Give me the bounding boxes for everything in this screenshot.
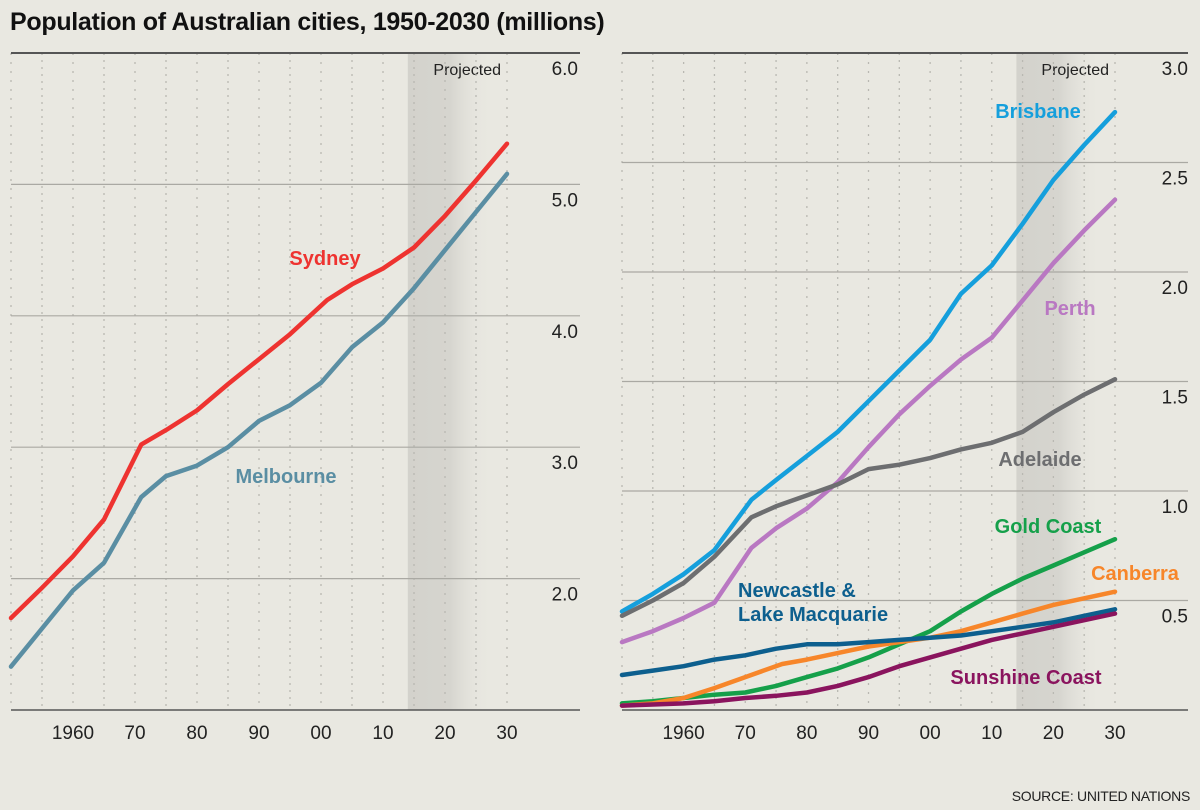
series-label-line: Gold Coast — [995, 516, 1102, 538]
series-line-canberra — [619, 589, 1118, 708]
series-line-perth — [619, 197, 1118, 645]
series-line-melbourne — [8, 171, 510, 669]
series-label-line: Sunshine Coast — [950, 667, 1101, 689]
series-line-sunshine-coast — [619, 611, 1118, 708]
series-label-gold-coast: Gold Coast — [995, 516, 1102, 538]
series-label-brisbane: Brisbane — [995, 101, 1081, 123]
y-tick-label: 4.0 — [552, 322, 578, 343]
y-tick-label: 1.0 — [1162, 497, 1188, 518]
series-line-gold-coast — [619, 536, 1118, 706]
x-tick-label: 20 — [434, 723, 455, 744]
projected-label: Projected — [1041, 62, 1109, 79]
y-tick-label: 3.0 — [552, 453, 578, 474]
series-label-line: Canberra — [1091, 563, 1180, 585]
chart-panel-2: Projected 0.5 1.0 1.5 2.0 2.5 3.0 1960 70 80 90 00 1… — [619, 52, 1188, 744]
series-line-adelaide — [619, 377, 1118, 619]
x-tick-label: 00 — [310, 723, 331, 744]
x-tick-label: 30 — [1104, 723, 1125, 744]
series-line-sydney — [8, 141, 510, 621]
series-label-sydney: Sydney — [289, 248, 361, 270]
y-tick-label: 2.5 — [1162, 169, 1188, 190]
series-label-line: Lake Macquarie — [738, 604, 888, 626]
x-tick-label: 00 — [920, 723, 941, 744]
series-label-line: Adelaide — [998, 449, 1081, 471]
y-tick-label: 3.0 — [1162, 59, 1188, 80]
series-line-brisbane — [619, 109, 1118, 614]
series-label-line: Newcastle & — [738, 580, 856, 602]
y-tick-label: 1.5 — [1162, 388, 1188, 409]
x-tick-label: 10 — [981, 723, 1002, 744]
x-tick-label: 70 — [124, 723, 145, 744]
x-tick-label: 80 — [186, 723, 207, 744]
projected-label: Projected — [433, 62, 501, 79]
chart-title: Population of Australian cities, 1950-20… — [10, 8, 605, 36]
y-tick-label: 0.5 — [1162, 607, 1188, 628]
series-line-newcastle-lake-macquarie — [619, 607, 1118, 678]
projected-band — [407, 53, 493, 710]
y-tick-label: 6.0 — [552, 59, 578, 80]
series-label-line: Sydney — [289, 248, 361, 270]
x-tick-label: 90 — [248, 723, 269, 744]
series-label-sunshine-coast: Sunshine Coast — [950, 667, 1101, 689]
series-label-line: Brisbane — [995, 101, 1081, 123]
x-tick-label: 10 — [372, 723, 393, 744]
series-label-canberra: Canberra — [1091, 563, 1180, 585]
chart-panel-1: Projected 2.0 3.0 4.0 5.0 6.0 1960 70 80 90 00 10 20… — [8, 52, 580, 744]
series-label-line: Perth — [1044, 298, 1095, 320]
y-tick-label: 2.0 — [552, 585, 578, 606]
series-label-newcastle-lake-macquarie: Newcastle & Lake Macquarie — [738, 580, 888, 626]
source-note: SOURCE: UNITED NATIONS — [1011, 788, 1191, 804]
x-tick-label: 30 — [496, 723, 517, 744]
x-tick-label: 90 — [858, 723, 879, 744]
series-label-line: Melbourne — [235, 466, 336, 488]
series-label-adelaide: Adelaide — [998, 449, 1081, 471]
x-tick-label: 70 — [735, 723, 756, 744]
y-tick-label: 5.0 — [552, 190, 578, 211]
x-tick-label: 1960 — [662, 723, 704, 744]
x-tick-label: 20 — [1043, 723, 1064, 744]
x-tick-label: 1960 — [52, 723, 94, 744]
y-tick-label: 2.0 — [1162, 278, 1188, 299]
series-label-perth: Perth — [1044, 298, 1095, 320]
x-tick-label: 80 — [796, 723, 817, 744]
series-label-melbourne: Melbourne — [235, 466, 336, 488]
